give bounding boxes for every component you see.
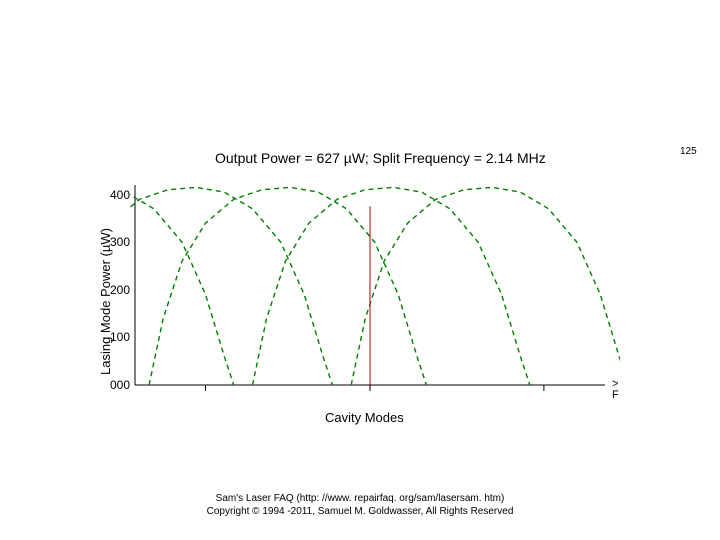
ytick-label: 400 bbox=[90, 188, 130, 202]
mode-envelope bbox=[253, 187, 530, 385]
footer-line1: Sam's Laser FAQ (http: //www. repairfaq.… bbox=[216, 493, 505, 504]
footer-line2: Copyright © 1994 -2011, Samuel M. Goldwa… bbox=[207, 506, 514, 517]
mode-envelope bbox=[149, 187, 426, 385]
ytick-label: 200 bbox=[90, 283, 130, 297]
ytick-label: 100 bbox=[90, 330, 130, 344]
chart-title: Output Power = 627 µW; Split Frequency =… bbox=[215, 150, 546, 166]
y-axis-label: Lasing Mode Power (µW) bbox=[98, 228, 113, 375]
ytick-label: 300 bbox=[90, 235, 130, 249]
footer-credit: Sam's Laser FAQ (http: //www. repairfaq.… bbox=[0, 492, 720, 518]
mode-envelope bbox=[130, 187, 234, 385]
ytick-label: 000 bbox=[90, 378, 130, 392]
x-axis-label: Cavity Modes bbox=[325, 410, 404, 425]
mode-envelope bbox=[130, 187, 332, 385]
corner-label: 125 bbox=[680, 146, 697, 157]
mode-envelope bbox=[351, 187, 620, 385]
mode-envelope-chart bbox=[130, 180, 620, 400]
